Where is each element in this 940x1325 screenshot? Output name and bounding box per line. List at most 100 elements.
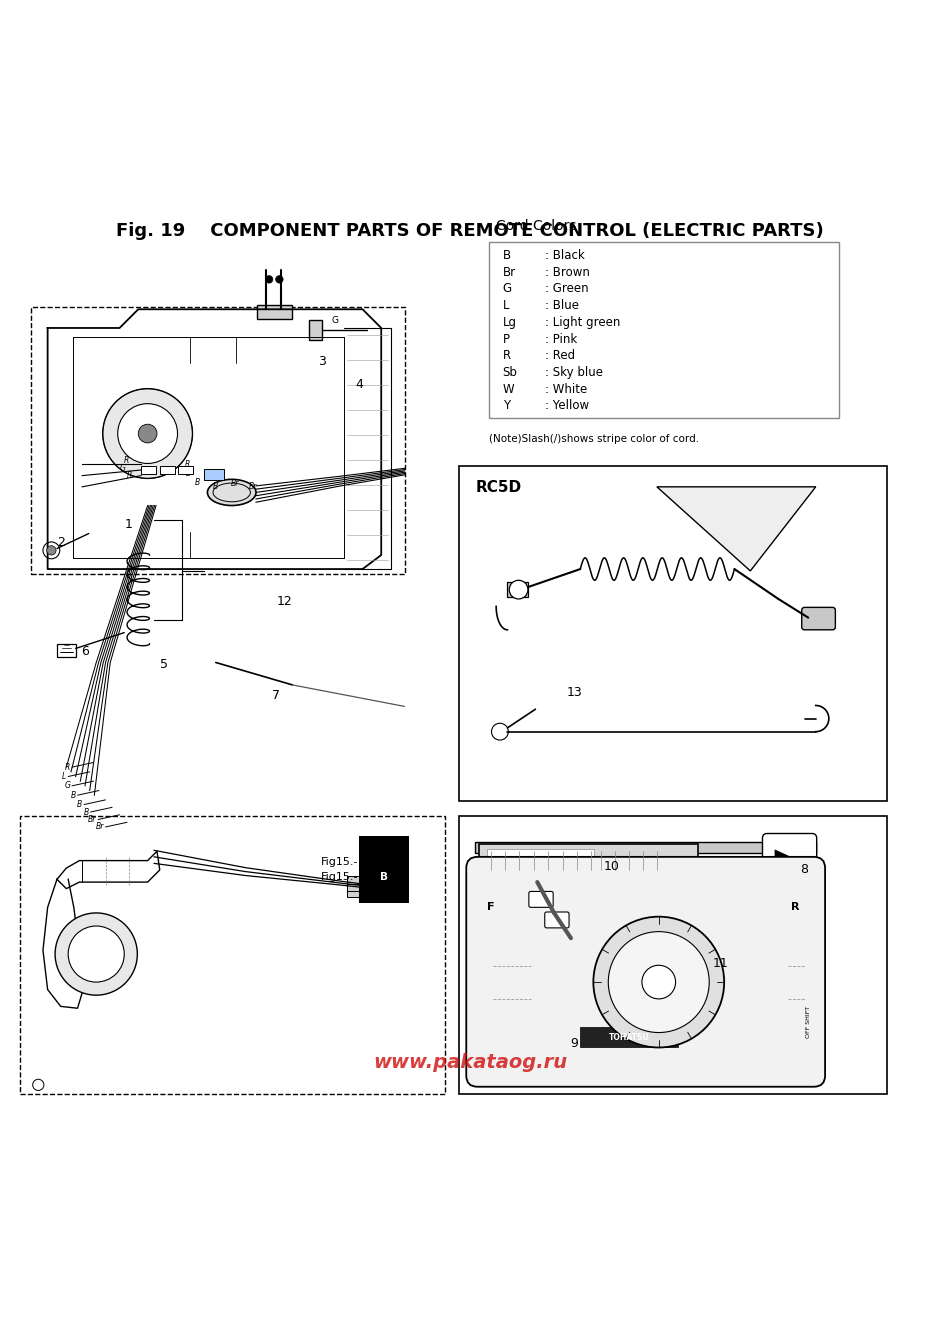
Text: Fig15.-: Fig15.-	[321, 856, 358, 867]
Text: : Brown: : Brown	[545, 265, 589, 278]
Text: G: G	[119, 464, 125, 473]
Text: 13: 13	[567, 686, 583, 698]
Text: Br: Br	[503, 265, 516, 278]
Text: G: G	[332, 317, 338, 326]
Polygon shape	[657, 486, 816, 571]
FancyBboxPatch shape	[347, 882, 384, 890]
Circle shape	[608, 931, 709, 1032]
Text: Br: Br	[249, 482, 258, 492]
Text: Fig15.-: Fig15.-	[321, 872, 358, 882]
Text: : Light green: : Light green	[545, 315, 620, 329]
Text: Br: Br	[87, 815, 96, 824]
Text: : White: : White	[545, 383, 587, 396]
FancyBboxPatch shape	[762, 833, 817, 882]
FancyBboxPatch shape	[475, 841, 816, 853]
FancyBboxPatch shape	[347, 889, 384, 897]
Text: 11: 11	[713, 957, 728, 970]
Text: B: B	[503, 249, 510, 262]
Text: R: R	[65, 763, 70, 771]
Circle shape	[138, 424, 157, 443]
Text: R: R	[127, 472, 133, 480]
Text: L: L	[62, 772, 67, 780]
Text: : Yellow: : Yellow	[545, 399, 588, 412]
FancyBboxPatch shape	[466, 857, 825, 1086]
Circle shape	[509, 580, 528, 599]
Text: R: R	[123, 456, 129, 465]
Text: : Black: : Black	[545, 249, 585, 262]
FancyBboxPatch shape	[545, 912, 569, 927]
FancyBboxPatch shape	[204, 469, 225, 480]
FancyBboxPatch shape	[179, 466, 194, 474]
Text: 9: 9	[571, 1037, 579, 1051]
Circle shape	[69, 926, 124, 982]
Text: : Red: : Red	[545, 350, 575, 362]
Text: 1: 1	[125, 518, 133, 531]
Text: : Blue: : Blue	[545, 299, 579, 313]
Text: Y: Y	[503, 399, 509, 412]
Text: (Note)Slash(/)shows stripe color of cord.: (Note)Slash(/)shows stripe color of cord…	[489, 435, 698, 444]
Text: B: B	[70, 791, 75, 800]
Circle shape	[102, 388, 193, 478]
Text: 8: 8	[801, 864, 808, 876]
Text: Cord Colors: Cord Colors	[496, 219, 576, 233]
Circle shape	[55, 913, 137, 995]
Text: 6: 6	[81, 645, 89, 657]
Circle shape	[492, 723, 509, 741]
Text: B: B	[84, 807, 88, 816]
Text: RC5D: RC5D	[476, 480, 522, 496]
Bar	[459, 466, 886, 800]
Text: F: F	[487, 902, 494, 913]
Text: R: R	[185, 460, 191, 469]
Text: 5: 5	[160, 659, 167, 670]
FancyBboxPatch shape	[309, 319, 322, 341]
Circle shape	[593, 917, 724, 1048]
Text: Sb: Sb	[503, 366, 518, 379]
Bar	[489, 242, 839, 417]
Text: W: W	[503, 383, 514, 396]
Text: B: B	[77, 800, 82, 810]
Text: 10: 10	[604, 860, 620, 873]
Bar	[459, 816, 886, 1094]
FancyBboxPatch shape	[479, 844, 698, 877]
Circle shape	[275, 276, 283, 284]
FancyBboxPatch shape	[347, 877, 384, 884]
Text: L: L	[503, 299, 509, 313]
Polygon shape	[775, 849, 795, 868]
Circle shape	[47, 546, 56, 555]
Text: B: B	[213, 482, 218, 492]
Text: 7: 7	[272, 689, 279, 702]
Text: 4: 4	[356, 378, 364, 391]
Text: G: G	[503, 282, 512, 295]
Text: A: A	[380, 856, 388, 867]
Text: : Green: : Green	[545, 282, 588, 295]
FancyBboxPatch shape	[57, 644, 75, 657]
FancyBboxPatch shape	[487, 849, 594, 872]
Text: TOHATSU: TOHATSU	[608, 1032, 650, 1041]
Text: OFF SHIFT: OFF SHIFT	[806, 1006, 811, 1039]
FancyBboxPatch shape	[508, 582, 528, 598]
Text: Lg: Lg	[503, 315, 517, 329]
FancyBboxPatch shape	[802, 607, 836, 629]
Text: P: P	[503, 333, 509, 346]
Text: 12: 12	[277, 595, 293, 608]
Text: 2: 2	[56, 537, 65, 550]
Text: Fig. 19    COMPONENT PARTS OF REMOTE CONTROL (ELECTRIC PARTS): Fig. 19 COMPONENT PARTS OF REMOTE CONTRO…	[117, 221, 823, 240]
Text: B: B	[380, 872, 388, 882]
Bar	[20, 816, 445, 1094]
Text: L: L	[186, 469, 190, 478]
Text: Br: Br	[230, 478, 239, 488]
Text: : Sky blue: : Sky blue	[545, 366, 603, 379]
Circle shape	[265, 276, 273, 284]
Text: B: B	[195, 477, 200, 486]
Bar	[31, 307, 404, 574]
FancyBboxPatch shape	[160, 466, 175, 474]
Text: : Pink: : Pink	[545, 333, 577, 346]
Circle shape	[33, 1080, 44, 1090]
Ellipse shape	[208, 480, 256, 506]
Text: Br: Br	[95, 823, 103, 832]
FancyBboxPatch shape	[141, 466, 156, 474]
Text: R: R	[503, 350, 510, 362]
FancyBboxPatch shape	[580, 1027, 679, 1048]
FancyBboxPatch shape	[529, 892, 553, 908]
Text: 3: 3	[319, 355, 326, 368]
